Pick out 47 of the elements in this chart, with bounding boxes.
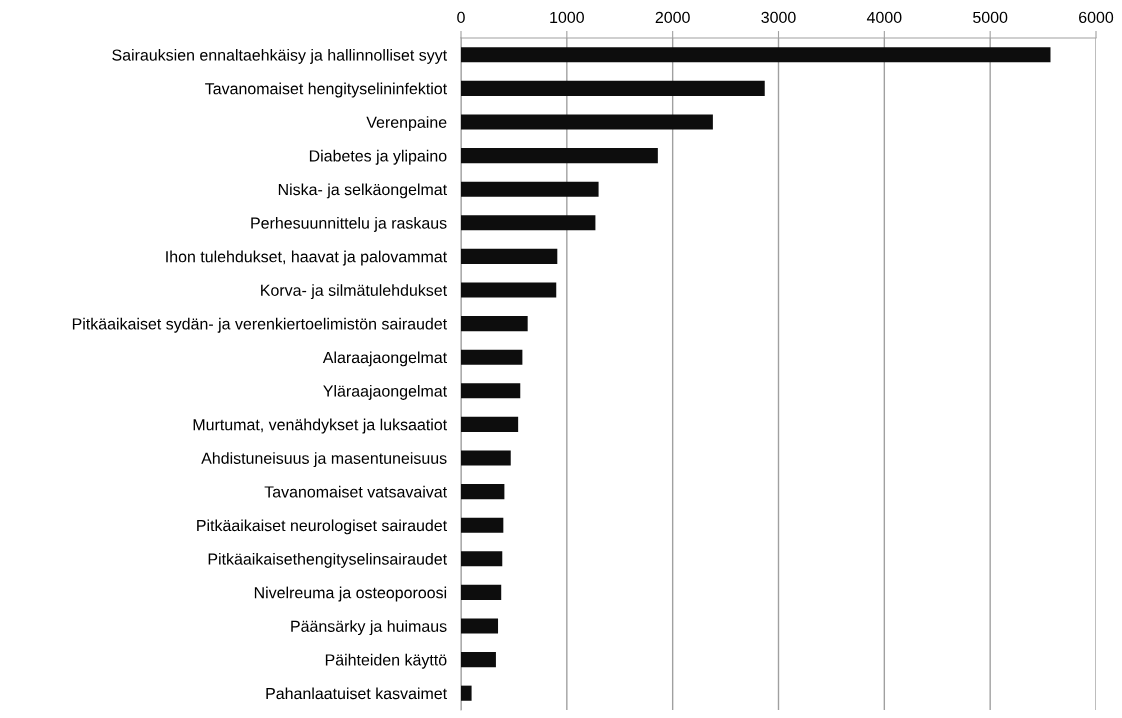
bar bbox=[461, 584, 502, 600]
x-tick-label: 6000 bbox=[1079, 11, 1114, 24]
bar bbox=[461, 618, 499, 634]
x-tick-label: 1000 bbox=[550, 11, 584, 24]
bar bbox=[461, 148, 658, 164]
bar bbox=[461, 80, 765, 96]
bar bbox=[461, 114, 713, 130]
y-tick-label: Tavanomaiset vatsavaivat bbox=[264, 485, 448, 498]
bar bbox=[461, 484, 505, 500]
bar bbox=[461, 316, 528, 332]
y-tick-label: Sairauksien ennaltaehkäisy ja hallinnolliset syyt bbox=[112, 49, 448, 64]
x-tick-label: 5000 bbox=[973, 11, 1008, 24]
bar bbox=[461, 416, 519, 432]
bar bbox=[461, 349, 523, 365]
y-tick-label: Korva- ja silmätulehdukset bbox=[261, 284, 447, 300]
y-tick-label: Pitkäaikaiset neurologiset sairaudet bbox=[197, 519, 448, 535]
x-tick-label: 4000 bbox=[866, 11, 902, 24]
y-tick-label: Ahdistuneisuus ja masentuneisuus bbox=[201, 452, 447, 468]
y-tick-label: Pitkäaikaisethengityselinsairaudet bbox=[208, 553, 448, 568]
y-tick-label: Niska- ja selkäongelmat bbox=[278, 183, 447, 199]
y-tick-label: Ihon tulehdukset, haavat ja palovammat bbox=[166, 250, 448, 266]
bar bbox=[461, 215, 596, 231]
bar bbox=[461, 181, 599, 197]
bar bbox=[461, 685, 472, 701]
bar bbox=[461, 517, 504, 533]
bar bbox=[461, 248, 558, 264]
x-tick-label: 2000 bbox=[655, 11, 690, 24]
bar bbox=[461, 47, 1051, 63]
y-tick-label: Tavanomaiset hengityselininfektiot bbox=[205, 82, 448, 98]
x-tick-label: 3000 bbox=[761, 11, 796, 24]
y-tick-label: Yläraajaongelmat bbox=[323, 385, 447, 400]
y-tick-label: Murtumat, venähdykset ja luksaatiot bbox=[193, 418, 448, 434]
y-tick-label: Päänsärky ja huimaus bbox=[291, 620, 447, 636]
bar bbox=[461, 551, 503, 567]
bar bbox=[461, 383, 521, 399]
y-tick-label: Pahanlaatuiset kasvaimet bbox=[266, 687, 447, 700]
x-tick-label: 0 bbox=[457, 11, 465, 24]
y-tick-label: Perhesuunnittelu ja raskaus bbox=[251, 217, 447, 232]
y-tick-label: Alaraajaongelmat bbox=[322, 351, 447, 367]
y-tick-label: Päihteiden käyttö bbox=[325, 653, 447, 669]
bar bbox=[461, 652, 496, 668]
y-tick-label: Nivelreuma ja osteoporoosi bbox=[254, 586, 447, 602]
bar bbox=[461, 282, 557, 298]
y-tick-label: Pitkäaikaiset sydän- ja verenkiertoelimistön sairaudet bbox=[72, 317, 448, 333]
y-tick-label: Diabetes ja ylipaino bbox=[309, 149, 447, 165]
bar bbox=[461, 450, 511, 466]
y-tick-label: Verenpaine bbox=[366, 116, 447, 132]
